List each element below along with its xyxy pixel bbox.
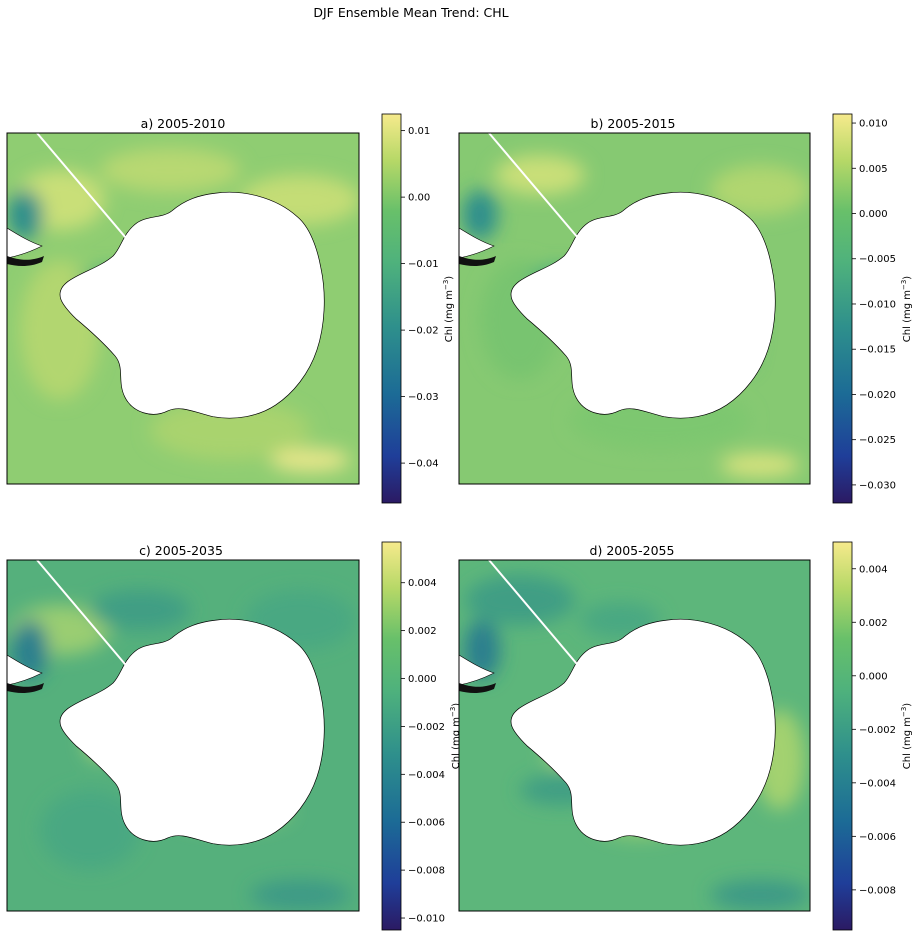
panel-b-colorbar-bar — [832, 113, 853, 504]
panel-c-frame — [6, 559, 360, 912]
panel-c-south-america — [7, 654, 43, 686]
panel-b-colorbar: 0.010 0.005 0.000 −0.005 −0.010 −0.015 −0.020 −… — [832, 113, 913, 504]
panel-b-antarctica — [510, 191, 776, 419]
panel-b-south-america — [459, 227, 495, 259]
panel-a-colorbar-tick-label: −0.02 — [408, 326, 439, 337]
panel-c-colorbar-tick-label: −0.004 — [408, 770, 445, 781]
panel-a-south-america — [7, 227, 43, 259]
panel-b-colorbar-tick-label: −0.010 — [859, 299, 896, 310]
panel-a-frame — [6, 132, 360, 485]
panel-a-colorbar: 0.01 0.00 −0.01 −0.02 −0.03 −0.04 Chl (mg m−3… — [381, 113, 455, 504]
panel-d-colorbar: 0.0040.0020.000−0.002−0.004−0.006−0.008 … — [832, 541, 913, 931]
panel-c-map — [7, 560, 359, 911]
panel-b-colorbar-tick-label: −0.020 — [859, 390, 896, 401]
panel-d-antarctica — [510, 618, 776, 846]
panel-b-colorbar-tick-label: 0.010 — [859, 119, 888, 130]
panel-b-colorbar-tick-label: −0.005 — [859, 254, 896, 265]
panel-c-colorbar-tick-label: −0.006 — [408, 818, 445, 829]
panel-d-tierra-del-fuego — [459, 683, 496, 693]
panel-d-track-artifact — [488, 560, 583, 671]
panel-c-colorbar-tick-label: 0.004 — [408, 578, 437, 589]
panel-c-colorbar-tick-label: −0.010 — [408, 914, 445, 925]
panel-b-track-artifact — [488, 133, 585, 246]
panel-d-colorbar-tick-label: 0.000 — [859, 671, 888, 682]
panel-c-colorbar-tick-label: 0.002 — [408, 626, 437, 637]
panel-a-colorbar-label: Chl (mg m−3) — [442, 276, 455, 343]
panel-c-land — [7, 560, 325, 846]
panel-d-colorbar-label: Chl (mg m−3) — [900, 703, 913, 770]
panel-d-title: d) 2005-2055 — [590, 543, 675, 558]
panel-a-colorbar-tick-label: 0.00 — [408, 193, 430, 204]
panel-c-colorbar: 0.004 0.002 0.000 −0.002 −0.004 −0.006 −0.008 −… — [381, 541, 462, 931]
panel-b-tierra-del-fuego — [459, 256, 496, 266]
panel-c-antarctica — [59, 618, 325, 846]
panel-a-track-artifact — [36, 133, 133, 246]
panel-b-map — [459, 133, 810, 484]
panel-a-colorbar-tick-label: −0.01 — [408, 259, 439, 270]
panel-d-colorbar-tick-label: −0.002 — [859, 725, 896, 736]
panel-d-colorbar-tick-label: −0.006 — [859, 832, 896, 843]
panel-d-map — [459, 560, 810, 911]
panel-d-land — [459, 560, 776, 846]
panel-b-colorbar-tick-label: 0.000 — [859, 209, 888, 220]
panel-c-tierra-del-fuego — [7, 683, 44, 693]
panel-d-colorbar-tick-label: 0.004 — [859, 564, 888, 575]
panel-b-colorbar-tick-label: −0.025 — [859, 435, 896, 446]
panel-a-colorbar-tick-label: −0.04 — [408, 459, 439, 470]
panel-d-south-america — [459, 654, 495, 686]
panel-a-antarctica — [59, 191, 325, 419]
panel-a-colorbar-tick-label: 0.01 — [408, 126, 430, 137]
panel-b-title: b) 2005-2015 — [591, 116, 676, 131]
panel-a-colorbar-tick-label: −0.03 — [408, 392, 439, 403]
panel-d-colorbar-tick-label: −0.008 — [859, 885, 896, 896]
panel-a: a) 2005-2010 0. — [6, 113, 455, 504]
panel-d-colorbar-tick-label: 0.002 — [859, 618, 888, 629]
panel-b-colorbar-tick-label: −0.030 — [859, 480, 896, 491]
panel-c-title: c) 2005-2035 — [139, 543, 223, 558]
panel-a-land — [7, 133, 325, 419]
panel-b-colorbar-label: Chl (mg m−3) — [900, 276, 913, 343]
panel-d-frame — [458, 559, 811, 912]
panel-b-frame — [458, 132, 811, 485]
panel-c-colorbar-bar — [381, 541, 402, 931]
panel-d-colorbar-bar — [832, 541, 853, 931]
panel-b: b) 2005-2015 0. — [458, 113, 913, 504]
figure-suptitle: DJF Ensemble Mean Trend: CHL — [313, 5, 508, 20]
panel-d-colorbar-tick-label: −0.004 — [859, 778, 896, 789]
panel-c-colorbar-label: Chl (mg m−3) — [449, 703, 462, 770]
panel-a-title: a) 2005-2010 — [141, 116, 226, 131]
panel-c-colorbar-tick-label: −0.002 — [408, 722, 445, 733]
panel-c-track-artifact — [36, 560, 131, 671]
panel-a-tierra-del-fuego — [7, 256, 44, 266]
panel-a-map — [7, 133, 359, 484]
panel-b-colorbar-tick-label: −0.015 — [859, 345, 896, 356]
panel-b-land — [459, 133, 776, 419]
panel-c-colorbar-tick-label: 0.000 — [408, 674, 437, 685]
panel-a-colorbar-bar — [381, 113, 402, 504]
panel-b-colorbar-tick-label: 0.005 — [859, 164, 888, 175]
panel-c-colorbar-tick-label: −0.008 — [408, 866, 445, 877]
